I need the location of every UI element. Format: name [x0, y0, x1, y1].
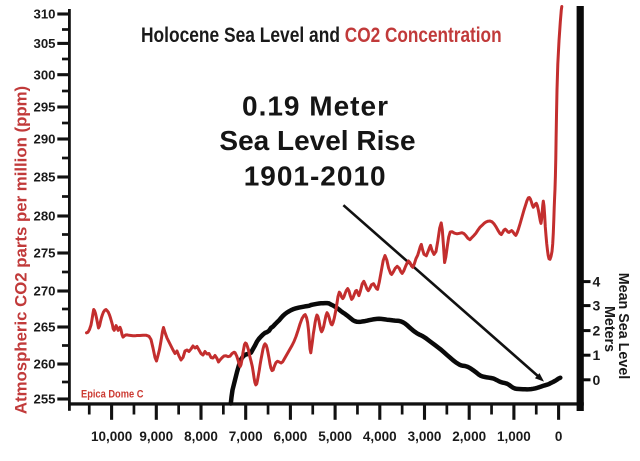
svg-text:2,000: 2,000: [452, 429, 486, 444]
svg-text:9,000: 9,000: [139, 429, 173, 444]
svg-text:285: 285: [33, 170, 55, 185]
svg-text:7,000: 7,000: [229, 429, 263, 444]
svg-text:270: 270: [33, 284, 55, 299]
svg-text:Epica Dome C: Epica Dome C: [81, 389, 143, 401]
svg-text:300: 300: [33, 67, 55, 82]
svg-text:6,000: 6,000: [274, 429, 308, 444]
svg-text:8,000: 8,000: [184, 429, 218, 444]
svg-text:Atmospheric CO2 parts per mill: Atmospheric CO2 parts per million (ppm): [12, 86, 31, 414]
svg-text:CO2 Concentration: CO2 Concentration: [345, 25, 502, 48]
svg-text:1,000: 1,000: [497, 429, 531, 444]
svg-text:0.19 Meter: 0.19 Meter: [242, 91, 389, 122]
svg-text:4,000: 4,000: [363, 429, 397, 444]
svg-text:310: 310: [33, 7, 55, 22]
svg-text:255: 255: [33, 392, 55, 407]
svg-text:Sea Level Rise: Sea Level Rise: [219, 125, 415, 156]
svg-text:265: 265: [33, 320, 55, 335]
svg-text:295: 295: [33, 100, 55, 115]
svg-text:280: 280: [33, 209, 55, 224]
svg-text:5,000: 5,000: [318, 429, 352, 444]
svg-text:0: 0: [555, 429, 563, 444]
svg-text:3,000: 3,000: [408, 429, 442, 444]
svg-text:1: 1: [593, 347, 601, 363]
svg-text:2: 2: [593, 323, 601, 339]
svg-text:1901-2010: 1901-2010: [244, 161, 387, 192]
svg-text:10,000: 10,000: [91, 429, 132, 444]
svg-text:275: 275: [33, 246, 55, 261]
svg-text:Mean Sea Level: Mean Sea Level: [615, 273, 631, 380]
svg-text:Meters: Meters: [601, 306, 617, 352]
svg-text:4: 4: [593, 274, 601, 290]
svg-text:290: 290: [33, 132, 55, 147]
svg-text:3: 3: [593, 298, 601, 314]
svg-text:Holocene Sea Level and: Holocene Sea Level and: [141, 25, 340, 48]
svg-text:260: 260: [33, 357, 55, 372]
svg-text:0: 0: [593, 372, 601, 388]
svg-text:305: 305: [33, 36, 55, 51]
